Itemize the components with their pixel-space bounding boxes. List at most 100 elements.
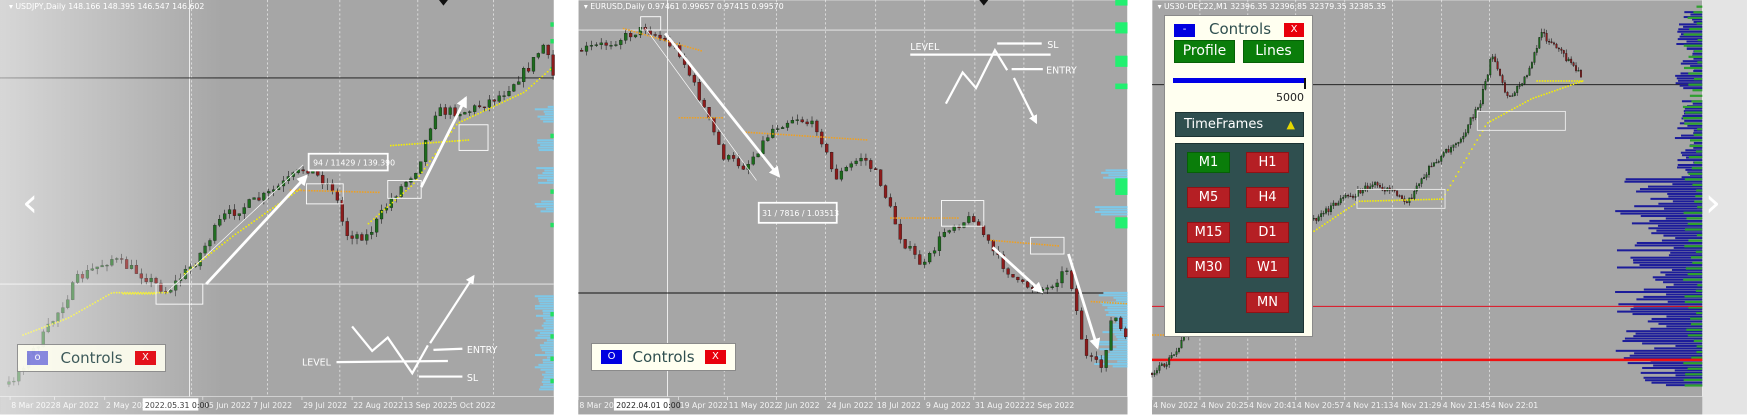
signal-dot <box>1117 302 1120 304</box>
candle <box>1486 74 1489 82</box>
signal-dot <box>1524 101 1527 104</box>
profile-marker <box>1115 83 1128 90</box>
profile-bar <box>1636 298 1703 301</box>
candle <box>624 28 628 44</box>
profile-bar <box>1656 229 1703 232</box>
signal-dot <box>450 131 453 133</box>
profile-bar <box>537 141 554 144</box>
profile-button[interactable]: Profile <box>1174 40 1235 63</box>
profile-bar <box>1643 295 1703 298</box>
profile-bar <box>1693 146 1703 149</box>
timeframe-button-h1[interactable]: H1 <box>1246 152 1289 173</box>
signal-dot <box>700 50 702 52</box>
signal-dot <box>1579 80 1581 82</box>
profile-bar <box>1693 339 1703 343</box>
close-button[interactable]: X <box>134 351 156 365</box>
channel-line[interactable] <box>644 27 757 181</box>
time-label: 24 Jun 2022 <box>827 401 874 410</box>
zone-box[interactable] <box>305 183 344 205</box>
slider-handle[interactable] <box>1304 78 1306 89</box>
expand-button[interactable]: o <box>27 351 48 365</box>
timeframe-button-m30[interactable]: M30 <box>1187 257 1230 278</box>
profile-bar <box>1693 133 1703 136</box>
chart-panel-eurusd[interactable]: 31 / 7816 / 1.03513 LEVEL SL ENTRY 8 Mar… <box>577 0 1128 415</box>
profile-bar <box>1101 171 1128 174</box>
minimize-button[interactable]: - <box>1174 24 1195 37</box>
timeframe-button-m15[interactable]: M15 <box>1187 222 1230 243</box>
candle <box>1545 29 1548 44</box>
candle <box>536 52 540 60</box>
signal-dot <box>434 153 437 155</box>
profile-bar <box>1650 327 1703 330</box>
signal-dot <box>272 207 274 209</box>
chevron-right-icon[interactable]: › <box>1705 180 1721 226</box>
signal-dot <box>1549 80 1552 82</box>
timeframe-button-mn[interactable]: MN <box>1246 292 1289 313</box>
timeframes-toggle[interactable]: TimeFrames ▲ <box>1175 112 1304 137</box>
profile-marker <box>550 334 554 339</box>
timeframe-button-m1[interactable]: M1 <box>1187 152 1230 173</box>
zone-box[interactable] <box>941 200 985 227</box>
candle <box>1428 164 1430 178</box>
signal-dot <box>520 93 522 95</box>
signal-dot <box>707 116 710 119</box>
shift-marker-icon[interactable] <box>979 0 989 6</box>
signal-dot <box>689 116 691 119</box>
shift-marker-icon[interactable] <box>439 0 448 6</box>
chart-panel-usdjpy[interactable]: 94 / 11429 / 139.390 LEVEL ENTRY SL 8 Ma… <box>0 0 555 415</box>
profile-bar <box>1115 299 1128 302</box>
lines-button[interactable]: Lines <box>1243 40 1304 63</box>
candle <box>1354 193 1357 201</box>
time-label: 4 Nov 21:45 <box>1443 401 1491 410</box>
timeframe-button-d1[interactable]: D1 <box>1246 222 1289 243</box>
candle <box>1499 68 1502 77</box>
candles <box>579 23 1128 373</box>
profile-bar <box>540 118 554 121</box>
annotations[interactable] <box>640 16 1101 350</box>
candle <box>1317 214 1320 222</box>
profile-bar <box>1640 371 1703 374</box>
signal-dot <box>630 30 633 32</box>
depth-slider[interactable] <box>1173 78 1306 89</box>
expand-button[interactable]: O <box>601 350 622 364</box>
close-button[interactable]: X <box>704 350 726 364</box>
zone-box[interactable] <box>458 124 489 151</box>
timeframe-button-h4[interactable]: H4 <box>1246 187 1289 208</box>
candle <box>1329 202 1332 216</box>
profile-bar <box>537 174 554 177</box>
trend-arrow[interactable] <box>664 32 781 178</box>
signal-dot <box>1563 80 1565 82</box>
close-button[interactable]: X <box>1284 23 1304 37</box>
trend-arrow[interactable] <box>991 246 1044 294</box>
zone-box[interactable] <box>640 16 662 31</box>
collapse-arrow-icon[interactable]: ▲ <box>1286 118 1295 131</box>
signal-dot <box>1006 240 1009 243</box>
signal-dot <box>337 190 340 193</box>
zone-box[interactable] <box>1356 188 1446 209</box>
timeframe-button-m5[interactable]: M5 <box>1187 187 1230 208</box>
chevron-left-icon[interactable]: ‹ <box>22 180 38 226</box>
timeframe-button-w1[interactable]: W1 <box>1246 257 1289 278</box>
profile-bar <box>1686 47 1703 50</box>
zone-box[interactable] <box>387 180 422 199</box>
trend-arrow[interactable] <box>1067 253 1101 350</box>
profile-bar <box>1634 352 1703 355</box>
profile-bar <box>1684 178 1703 181</box>
candle <box>854 158 858 167</box>
profile-bar <box>1108 353 1128 356</box>
candle <box>1165 361 1168 370</box>
candle <box>653 32 657 38</box>
zone-box[interactable] <box>1476 110 1566 131</box>
annotations[interactable] <box>1356 110 1566 209</box>
signal-dot <box>430 141 432 144</box>
profile-bar <box>537 139 554 142</box>
candle <box>957 224 961 231</box>
zone-box[interactable] <box>1030 236 1065 255</box>
signal-dot <box>951 217 954 219</box>
profile-bar <box>1642 366 1703 369</box>
signal-dot <box>1544 80 1546 82</box>
candle <box>1489 57 1492 78</box>
signal-dot <box>237 231 239 234</box>
trend-arrow[interactable] <box>419 96 467 188</box>
profile-bar <box>1682 154 1703 157</box>
